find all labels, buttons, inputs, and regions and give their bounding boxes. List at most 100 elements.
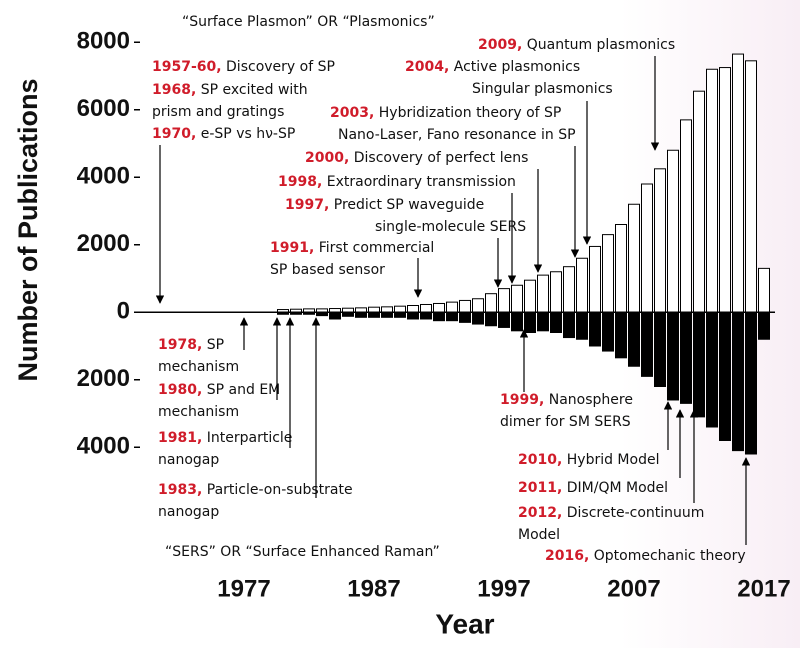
- x-tick-label: 2007: [607, 575, 660, 602]
- annotation-text: SP excited with: [201, 82, 308, 98]
- bar: [758, 267, 770, 313]
- annotation-text: mechanism: [158, 404, 239, 420]
- bar: [628, 311, 640, 367]
- bar: [758, 311, 770, 340]
- bar: [420, 303, 432, 313]
- bar: [407, 305, 419, 313]
- annotation-text: mechanism: [158, 359, 239, 375]
- annotation-text: Optomechanic theory: [594, 548, 746, 564]
- bar: [602, 234, 614, 313]
- annotation: 2003, Hybridization theory of SP: [330, 105, 561, 121]
- bar: [550, 311, 562, 333]
- x-axis-label: Year: [435, 608, 494, 639]
- annotation: 2011, DIM/QM Model: [518, 480, 668, 496]
- bar: [550, 271, 562, 313]
- annotation-year: 2010,: [518, 452, 562, 468]
- annotation: 1983, Particle-on-substrate: [158, 482, 353, 498]
- annotation: single-molecule SERS: [375, 219, 526, 235]
- bar: [641, 183, 653, 313]
- bar: [602, 311, 614, 352]
- annotation-text: SP: [207, 337, 224, 353]
- annotation-text: e-SP vs hν-SP: [201, 126, 296, 142]
- annotation-year: 1980,: [158, 382, 202, 398]
- annotation: 1968, SP excited with: [152, 82, 308, 98]
- annotation: mechanism: [158, 404, 239, 420]
- annotation: 2000, Discovery of perfect lens: [305, 150, 528, 166]
- annotation-text: Active plasmonics: [454, 59, 580, 75]
- y-tick-label: 0: [117, 298, 130, 325]
- annotation-text: Interparticle: [207, 430, 293, 446]
- annotation: nanogap: [158, 452, 219, 468]
- annotation: Nano-Laser, Fano resonance in SP: [338, 127, 576, 143]
- bar: [745, 60, 757, 313]
- annotation-year: 1978,: [158, 337, 202, 353]
- annotation: mechanism: [158, 359, 239, 375]
- bar: [524, 279, 536, 313]
- bar: [433, 311, 445, 322]
- annotation-text: Nano-Laser, Fano resonance in SP: [338, 127, 576, 143]
- bar: [654, 168, 666, 313]
- annotation: SP based sensor: [270, 262, 385, 278]
- annotation-text: prism and gratings: [152, 104, 284, 120]
- annotation-text: DIM/QM Model: [567, 480, 668, 496]
- annotation-text: single-molecule SERS: [375, 219, 526, 235]
- annotation-year: 2012,: [518, 505, 562, 521]
- series-label: “SERS” OR “Surface Enhanced Raman”: [165, 544, 440, 560]
- bar: [433, 302, 445, 313]
- y-tick-label: 6000: [77, 95, 130, 122]
- annotation: 1978, SP: [158, 337, 224, 353]
- annotation: 2012, Discrete-continuum: [518, 505, 704, 521]
- bar: [680, 119, 692, 313]
- bar: [719, 67, 731, 313]
- annotation-text: nanogap: [158, 452, 219, 468]
- bar: [537, 274, 549, 313]
- annotation-year: 1997,: [285, 197, 329, 213]
- bar: [407, 311, 419, 320]
- annotation-year: 2009,: [478, 37, 522, 53]
- annotation: 2010, Hybrid Model: [518, 452, 659, 468]
- annotation: 1991, First commercial: [270, 240, 434, 256]
- annotation-year: 2004,: [405, 59, 449, 75]
- bar: [498, 288, 510, 313]
- annotation-text: Hybridization theory of SP: [379, 105, 562, 121]
- bar: [667, 311, 679, 401]
- y-axis-label: Number of Publications: [13, 78, 43, 381]
- annotation: 2009, Quantum plasmonics: [478, 37, 675, 53]
- annotation: 1998, Extraordinary transmission: [278, 174, 516, 190]
- bar: [485, 293, 497, 313]
- annotation-year: 1999,: [500, 392, 544, 408]
- annotation-text: Discovery of SP: [226, 59, 335, 75]
- bar: [563, 311, 575, 339]
- annotation-text: Discovery of perfect lens: [354, 150, 529, 166]
- annotation-year: 1983,: [158, 482, 202, 498]
- bar: [485, 311, 497, 327]
- bar: [641, 311, 653, 377]
- annotation-text: First commercial: [319, 240, 435, 256]
- bar: [511, 284, 523, 313]
- annotation-text: Predict SP waveguide: [334, 197, 485, 213]
- bar: [667, 149, 679, 313]
- x-tick-label: 2017: [737, 575, 790, 602]
- bar: [693, 311, 705, 418]
- bar: [589, 311, 601, 347]
- annotation-year: 1981,: [158, 430, 202, 446]
- bar: [524, 311, 536, 333]
- y-tick-label: 8000: [77, 28, 130, 55]
- annotation: 1980, SP and EM: [158, 382, 280, 398]
- annotation-year: 1991,: [270, 240, 314, 256]
- bar: [511, 311, 523, 332]
- annotation-year: 1998,: [278, 174, 322, 190]
- bar: [615, 224, 627, 313]
- annotation-text: Quantum plasmonics: [527, 37, 675, 53]
- bar: [381, 311, 393, 318]
- annotation-year: 2011,: [518, 480, 562, 496]
- bar: [615, 311, 627, 359]
- annotation: 2016, Optomechanic theory: [545, 548, 746, 564]
- bar: [394, 305, 406, 313]
- annotation: 1957-60, Discovery of SP: [152, 59, 335, 75]
- annotation-text: Hybrid Model: [567, 452, 660, 468]
- bar: [628, 203, 640, 313]
- annotation-text: Nanosphere: [549, 392, 633, 408]
- annotation: 1981, Interparticle: [158, 430, 292, 446]
- y-tick-label: 2000: [77, 365, 130, 392]
